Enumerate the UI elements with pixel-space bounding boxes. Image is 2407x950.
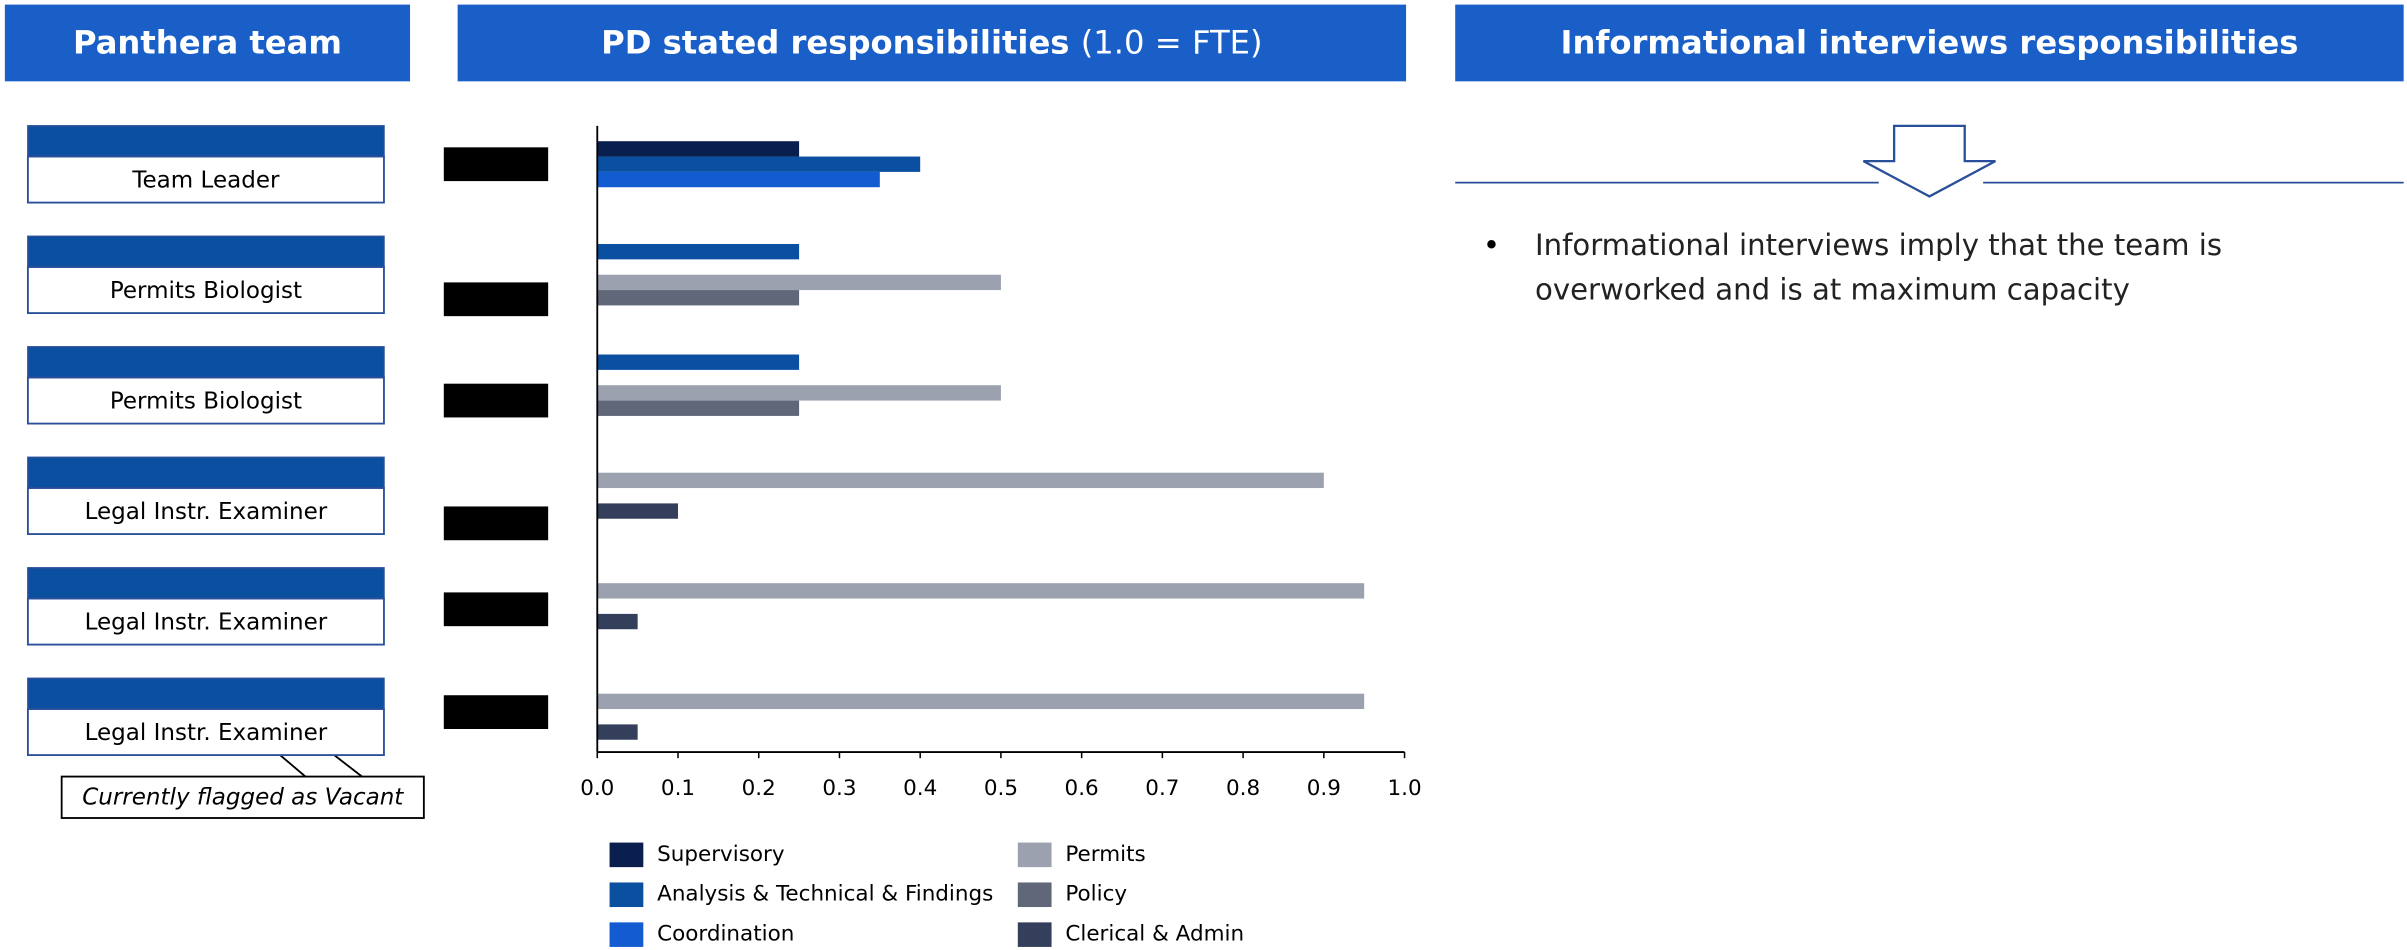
bullet-dot: • [1483, 228, 1500, 262]
bar [597, 385, 1001, 401]
bar [597, 274, 1001, 291]
role-label: Permits Biologist [110, 389, 302, 415]
legend-swatch [1017, 922, 1052, 947]
header-title: Panthera team [73, 24, 342, 62]
legend-label: Coordination [657, 922, 794, 947]
bar [597, 156, 921, 172]
role-box [26, 266, 385, 315]
redaction [443, 592, 549, 627]
redaction [443, 147, 549, 182]
bar [597, 724, 638, 740]
role-box-top [27, 456, 385, 489]
bar [597, 400, 800, 416]
x-tick-label: 0.3 [822, 776, 856, 801]
role-box-top [27, 125, 385, 158]
redaction [443, 506, 549, 541]
role-box [26, 597, 385, 646]
role-box-top [27, 677, 385, 710]
callout-text: Currently flagged as Vacant [82, 785, 404, 811]
bar [597, 613, 638, 630]
x-tick-label: 0.0 [580, 776, 614, 801]
down-arrow [1862, 124, 1996, 198]
role-box [26, 155, 385, 204]
role-label: Team Leader [131, 168, 280, 194]
bar [597, 583, 1365, 599]
bullet-text: Informational interviews imply that the … [1535, 228, 2223, 307]
role-box-top [27, 235, 385, 268]
bar [597, 244, 800, 260]
bar [597, 290, 800, 306]
x-tick-label: 0.9 [1307, 776, 1341, 801]
legend-label: Supervisory [657, 842, 785, 867]
role-box-top [27, 567, 385, 600]
redaction [443, 695, 549, 729]
x-tick-label: 0.2 [742, 776, 776, 801]
x-tick-label: 0.5 [984, 776, 1018, 801]
x-tick-label: 0.7 [1145, 776, 1179, 801]
legend-label: Clerical & Admin [1065, 922, 1244, 947]
role-label: Legal Instr. Examiner [85, 499, 328, 525]
x-tick-label: 0.8 [1226, 776, 1260, 801]
x-tick-label: 1.0 [1387, 776, 1421, 801]
bar [597, 354, 800, 370]
bar [597, 503, 679, 519]
legend-swatch [609, 922, 644, 947]
role-label: Legal Instr. Examiner [85, 720, 328, 746]
role-box-top [27, 346, 385, 379]
bar [597, 693, 1365, 710]
bar [597, 141, 800, 157]
role-box [26, 708, 385, 757]
legend-swatch [1017, 842, 1052, 868]
bar [597, 472, 1324, 489]
bar [597, 171, 880, 188]
redaction [443, 282, 549, 317]
role-box [26, 487, 385, 536]
title: PD stated responsibilities [601, 24, 1069, 62]
header-box [1455, 4, 2404, 82]
role-label: Permits Biologist [110, 278, 302, 304]
subtitle: (1.0 = FTE) [1081, 24, 1263, 62]
x-tick-label: 0.4 [903, 776, 937, 801]
header-box [4, 4, 411, 82]
legend-label: Policy [1065, 882, 1127, 907]
legend-swatch [609, 882, 644, 908]
chart-title: PD stated responsibilities (1.0 = FTE) [601, 24, 1262, 62]
header-title: Informational interviews responsibilitie… [1560, 24, 2298, 62]
x-tick-label: 0.6 [1065, 776, 1099, 801]
bullet-wrap: Informational interviews imply that the … [1535, 228, 2223, 307]
role-box [26, 376, 385, 425]
legend-swatch [609, 842, 644, 868]
legend-label: Analysis & Technical & Findings [657, 882, 993, 907]
legend-swatch [1017, 882, 1052, 908]
legend-label: Permits [1065, 842, 1145, 867]
role-label: Legal Instr. Examiner [85, 610, 328, 636]
header-box [457, 4, 1407, 82]
callout-box [60, 775, 425, 819]
redaction [443, 383, 549, 418]
x-tick-label: 0.1 [661, 776, 695, 801]
